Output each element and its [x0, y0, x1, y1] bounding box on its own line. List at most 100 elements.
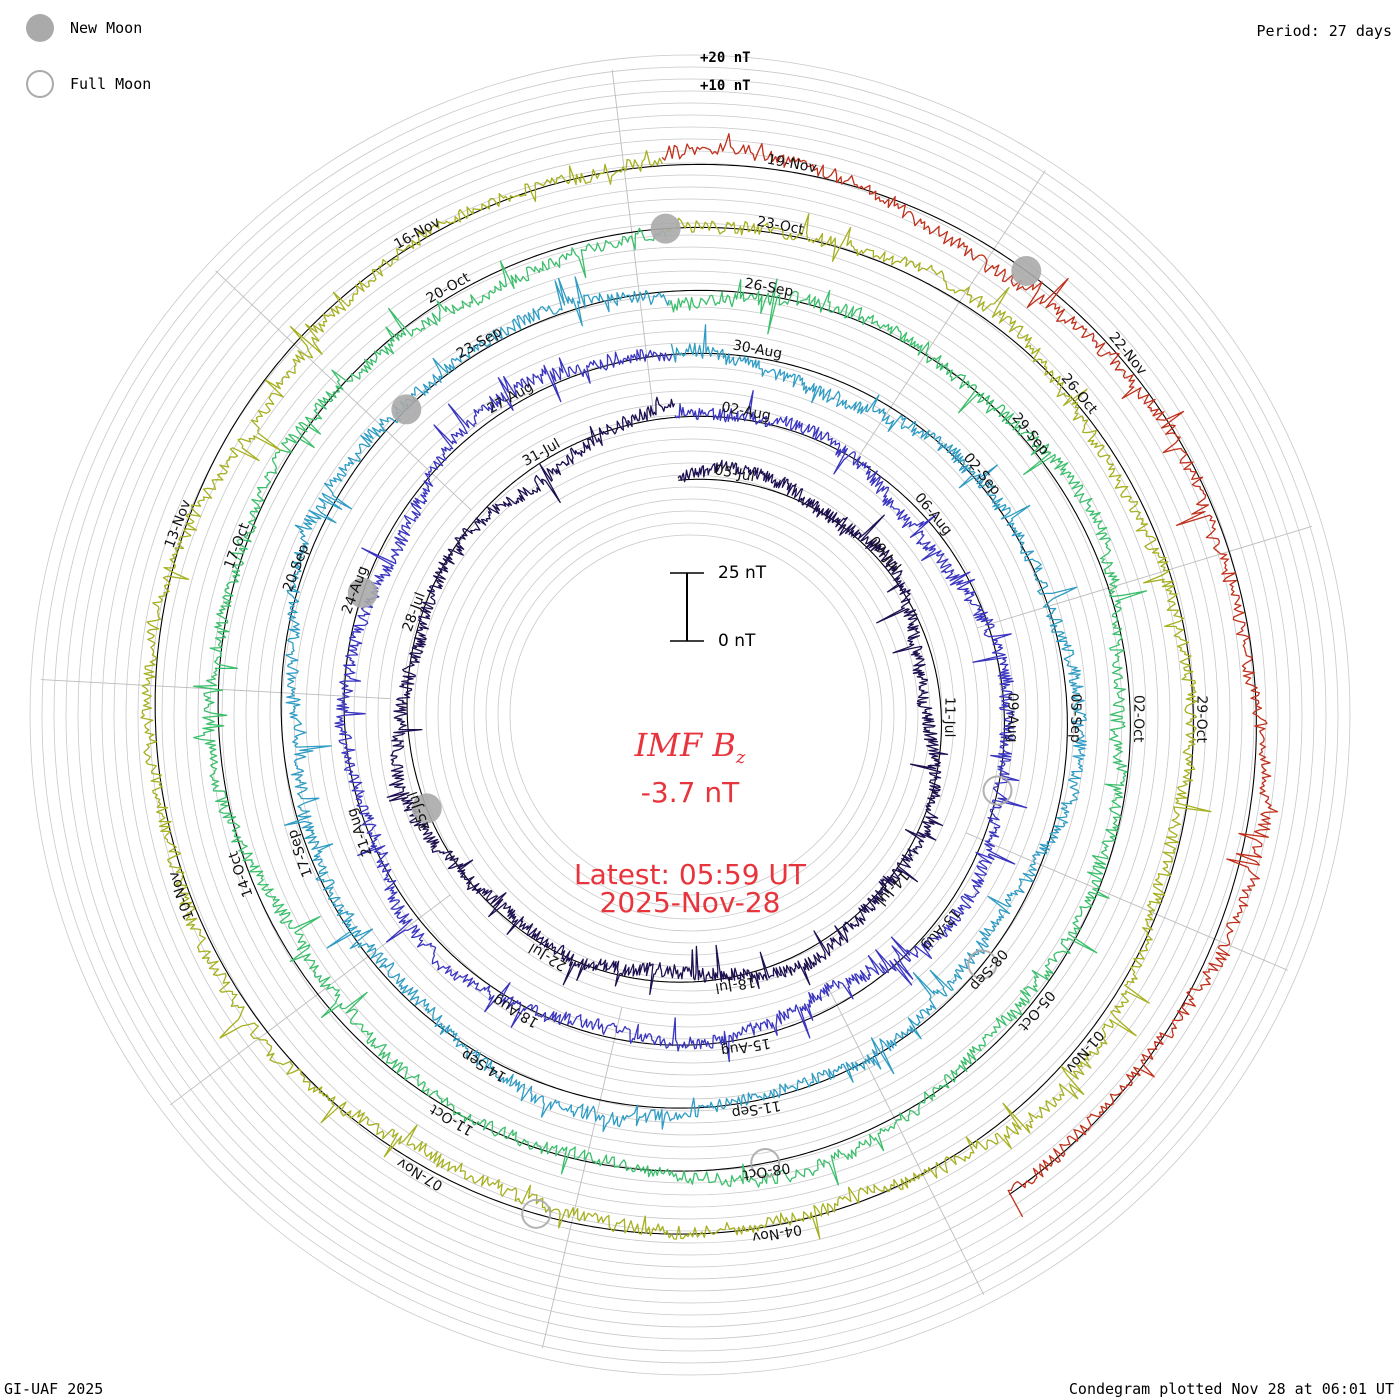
grid-ring: [137, 162, 1243, 1268]
grid-spoke: [825, 982, 985, 1295]
grid-spoke: [965, 832, 1288, 971]
plot-timestamp: Condegram plotted Nov 28 at 06:01 UT: [1068, 1380, 1394, 1398]
new-moon-marker: [347, 577, 378, 608]
legend-new-moon: New Moon: [26, 12, 142, 44]
full-moon-icon: [26, 70, 54, 98]
new-moon-marker: [1011, 255, 1042, 286]
date-label: 08-Oct: [741, 1159, 791, 1183]
grid-ring: [257, 282, 1123, 1148]
new-moon-icon: [26, 14, 54, 42]
legend-full-moon-label: Full Moon: [70, 75, 152, 93]
scale-top-label: 25 nT: [718, 563, 767, 583]
new-moon-marker: [650, 213, 681, 244]
date-label: 20-Sep: [280, 542, 312, 594]
grid-ring: [77, 102, 1303, 1328]
date-label: 27-Aug: [485, 379, 536, 418]
bz-trace-rotation-2: [334, 349, 1028, 1063]
grid-ring: [305, 330, 1075, 1100]
bz-traces: [140, 133, 1279, 1240]
grid-ring: [125, 150, 1255, 1280]
grid-spoke: [976, 525, 1313, 629]
current-value: -3.7 nT: [640, 776, 740, 809]
grid-ring: [341, 366, 1039, 1064]
grid-ring: [149, 174, 1231, 1256]
bz-trace-rotation-4: [192, 227, 1148, 1188]
bz-trace-rotation-1: [386, 396, 949, 996]
grid-ring: [413, 438, 967, 992]
bz-trace-rotation-5: [140, 150, 1212, 1240]
quantity-subscript: z: [735, 747, 746, 768]
quantity-title: IMF Bz: [550, 726, 830, 768]
date-label: 09-Jul: [866, 534, 904, 575]
grid-ring: [113, 138, 1267, 1292]
date-label: 02-Sep: [960, 450, 1004, 498]
date-label: 20-Oct: [424, 269, 474, 307]
latest-time: Latest: 05:59 UT: [573, 858, 807, 891]
new-moon-marker: [411, 793, 442, 824]
grid-ring: [497, 522, 883, 908]
scale-bottom-label: 0 nT: [718, 631, 756, 651]
grid-ring: [317, 342, 1063, 1088]
grid-ring: [473, 498, 907, 932]
period-label: Period: 27 days: [1256, 22, 1392, 40]
grid-ring: [41, 66, 1339, 1364]
scale-bar: [670, 572, 704, 642]
date-label: 29-Sep: [1009, 410, 1053, 458]
grid-ring: [245, 270, 1135, 1160]
legend-full-moon: Full Moon: [26, 68, 151, 100]
date-label: 01-Nov: [1062, 1027, 1107, 1076]
full-moon-marker: [521, 1198, 552, 1229]
amplitude-labels: +20 nT +10 nT: [700, 50, 751, 94]
full-moon-marker: [967, 949, 998, 980]
full-moon-marker: [750, 1148, 781, 1179]
grid-ring: [209, 234, 1171, 1196]
amplitude-label: +20 nT: [700, 50, 751, 66]
date-label: 05-Sep: [1067, 693, 1083, 743]
grid-ring: [461, 486, 919, 944]
bz-trace-rotation-3: [284, 276, 1087, 1132]
footer-credit: GI-UAF 2025: [4, 1380, 104, 1398]
grid-ring: [437, 462, 943, 968]
grid-ring: [389, 414, 991, 1016]
grid-ring: [65, 90, 1315, 1340]
grid-ring: [485, 510, 895, 920]
date-label: 14-Oct: [225, 849, 256, 900]
grid-spoke: [215, 270, 472, 511]
date-label: 23-Sep: [454, 324, 505, 362]
grid-ring: [29, 54, 1351, 1376]
date-label: 18-Jul: [714, 973, 757, 995]
grid-ring: [89, 114, 1291, 1316]
grid-ring: [329, 354, 1051, 1076]
grid-ring: [101, 126, 1279, 1304]
grid-ring: [377, 402, 1003, 1028]
new-moon-marker: [391, 394, 422, 425]
grid-ring: [53, 78, 1327, 1352]
grid-spoke: [169, 894, 451, 1106]
date-label: 16-Nov: [391, 214, 443, 253]
date-label: 02-Oct: [1130, 695, 1146, 743]
date-label: 05-Jul: [713, 462, 756, 485]
grid-ring: [365, 390, 1015, 1040]
grid-ring: [509, 534, 871, 896]
date-label: 11-Jul: [941, 697, 957, 738]
bz-trace-rotation-6: [661, 133, 1279, 1218]
amplitude-label: +10 nT: [700, 78, 751, 94]
grid-ring: [425, 450, 955, 980]
date-label: 21-Aug: [344, 806, 376, 858]
date-labels: 05-Jul09-Jul11-Jul14-Jul18-Jul22-Jul25-J…: [162, 152, 1210, 1245]
legend-new-moon-label: New Moon: [70, 19, 143, 37]
date-label: 10-Nov: [166, 869, 198, 922]
grid-spoke: [541, 1007, 623, 1349]
grid-spoke: [853, 170, 1046, 465]
grid-ring: [269, 294, 1111, 1136]
date-label: 17-Oct: [221, 520, 253, 571]
latest-date: 2025-Nov-28: [599, 886, 781, 919]
moon-markers: [347, 213, 1042, 1229]
grid-ring: [173, 198, 1207, 1232]
grid-ring: [161, 186, 1219, 1244]
grid-ring: [197, 222, 1183, 1208]
full-moon-marker: [982, 775, 1013, 806]
date-label: 07-Nov: [394, 1154, 445, 1193]
quantity-name: IMF B: [634, 726, 736, 764]
